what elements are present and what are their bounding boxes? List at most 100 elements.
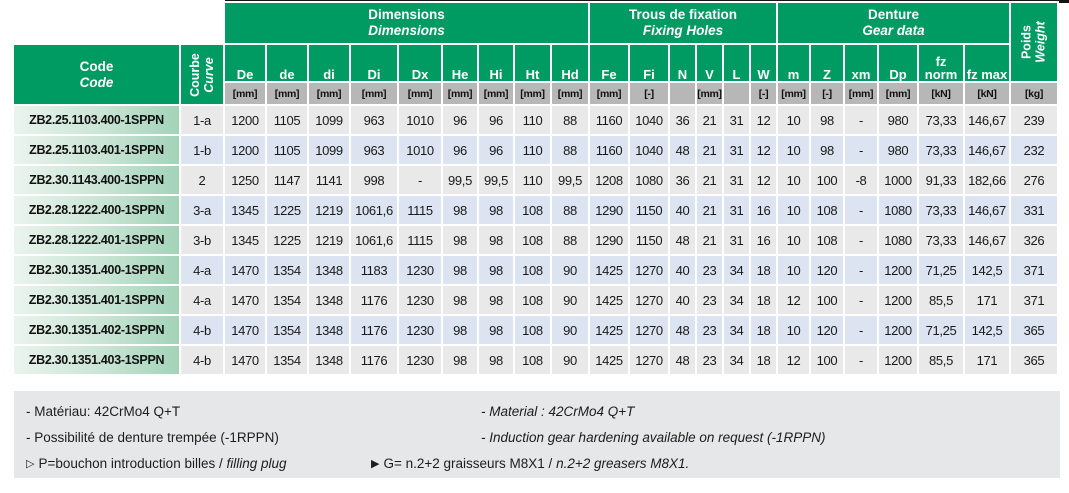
header-blank-corner (14, 3, 223, 43)
unit-fz-norm: [kN] (919, 83, 963, 104)
cell-v: 21 (697, 166, 722, 194)
cell-ht: 108 (515, 346, 550, 374)
unit-de: [mm] (267, 83, 307, 104)
cell-xm: - (845, 226, 877, 254)
cell-fi: 1040 (630, 136, 668, 164)
cell-weight: 331 (1011, 196, 1057, 224)
cell-di: 1176 (351, 346, 397, 374)
cell-m: 10 (778, 136, 809, 164)
cell-fe: 1160 (590, 106, 628, 134)
table-row: ZB2.30.1351.400-1SPPN 4-a 1470 1354 1348 1183… (14, 256, 1057, 284)
cell-di: 1061,6 (351, 226, 397, 254)
cell-z: 108 (811, 196, 843, 224)
col-header-m: m (778, 45, 809, 81)
cell-de: 1250 (225, 166, 265, 194)
cell-fz-max: 142,5 (965, 256, 1009, 284)
cell-de: 1345 (225, 226, 265, 254)
cell-dp: 1200 (879, 256, 917, 284)
col-header-di: di (309, 45, 349, 81)
cell-fi: 1040 (630, 106, 668, 134)
cell-hd: 88 (552, 106, 588, 134)
cell-hi: 98 (479, 316, 513, 344)
cell-fz-norm: 73,33 (919, 106, 963, 134)
cell-he: 98 (443, 346, 477, 374)
cell-hd: 90 (552, 346, 588, 374)
cell-dp: 1080 (879, 196, 917, 224)
cell-fz-norm: 71,25 (919, 256, 963, 284)
cell-n: 40 (670, 286, 695, 314)
cell-ht: 110 (515, 166, 550, 194)
filled-triangle-icon: ▶ (371, 458, 380, 470)
cell-w: 16 (751, 226, 776, 254)
group-header-gear-data: Denture Gear data (778, 3, 1009, 43)
cell-fz-norm: 73,33 (919, 226, 963, 254)
cell-de: 1105 (267, 106, 307, 134)
code-column-header: Code Code (14, 45, 179, 104)
cell-v: 21 (697, 226, 722, 254)
cell-dx: 1010 (399, 136, 441, 164)
cell-m: 10 (778, 166, 809, 194)
filling-plug-note: ▷ P=bouchon introduction billes / filling… (26, 451, 371, 478)
cell-di: 1348 (309, 286, 349, 314)
material-note-fr: - Matériau: 42CrMo4 Q+T (26, 404, 181, 419)
cell-fz-max: 146,67 (965, 136, 1009, 164)
cell-weight: 371 (1011, 256, 1057, 284)
cell-l: 31 (724, 226, 749, 254)
cell-xm: - (845, 106, 877, 134)
cell-he: 98 (443, 226, 477, 254)
col-header-dx: Dx (399, 45, 441, 81)
cell-fz-max: 146,67 (965, 226, 1009, 254)
cell-dx: 1230 (399, 346, 441, 374)
curve-cell: 1-b (181, 136, 223, 164)
unit-he: [mm] (443, 83, 477, 104)
code-cell: ZB2.30.1351.401-1SPPN (14, 286, 179, 314)
cell-fz-max: 146,67 (965, 106, 1009, 134)
cell-fz-norm: 85,5 (919, 346, 963, 374)
col-header-hi: Hi (479, 45, 513, 81)
cell-z: 108 (811, 226, 843, 254)
cell-m: 10 (778, 196, 809, 224)
greaser-text-en: n.2+2 greasers M8X1. (556, 456, 690, 471)
cell-de: 1470 (225, 316, 265, 344)
cell-di: 1061,6 (351, 196, 397, 224)
cell-hi: 99,5 (479, 166, 513, 194)
code-cell: ZB2.25.1103.401-1SPPN (14, 136, 179, 164)
cell-w: 18 (751, 316, 776, 344)
cell-m: 10 (778, 226, 809, 254)
material-note-en: - Material : 42CrMo4 Q+T (481, 404, 635, 419)
cell-dx: 1230 (399, 256, 441, 284)
cell-v: 21 (697, 106, 722, 134)
curve-cell: 2 (181, 166, 223, 194)
cell-fz-norm: 73,33 (919, 196, 963, 224)
cell-xm: - (845, 256, 877, 284)
curve-cell: 4-b (181, 316, 223, 344)
cell-fe: 1425 (590, 286, 628, 314)
weight-column-header: Poids Weight (1011, 3, 1057, 81)
cell-dp: 1200 (879, 346, 917, 374)
cell-ht: 108 (515, 226, 550, 254)
cell-ht: 108 (515, 286, 550, 314)
unit-fe: [mm] (590, 83, 628, 104)
notes-footer: - Matériau: 42CrMo4 Q+T - Material : 42C… (14, 391, 1060, 478)
cell-w: 18 (751, 286, 776, 314)
code-label-en: Code (79, 74, 114, 90)
cell-v: 21 (697, 196, 722, 224)
cell-ht: 110 (515, 136, 550, 164)
curve-column-header: Courbe Curve (181, 45, 223, 104)
unit-di: [mm] (351, 83, 397, 104)
cell-fi: 1270 (630, 256, 668, 284)
group-label-en: Gear data (862, 23, 925, 38)
cell-n: 48 (670, 346, 695, 374)
cell-hd: 90 (552, 256, 588, 284)
cell-fi: 1150 (630, 226, 668, 254)
unit-ht: [mm] (515, 83, 550, 104)
code-cell: ZB2.28.1222.401-1SPPN (14, 226, 179, 254)
unit-m: [mm] (778, 83, 809, 104)
code-cell: ZB2.30.1351.403-1SPPN (14, 346, 179, 374)
cell-l: 34 (724, 346, 749, 374)
cell-de: 1225 (267, 226, 307, 254)
hollow-triangle-icon: ▷ (26, 458, 35, 470)
cell-di: 1348 (309, 316, 349, 344)
group-label-fr: Denture (867, 7, 919, 23)
cell-di: 1099 (309, 136, 349, 164)
